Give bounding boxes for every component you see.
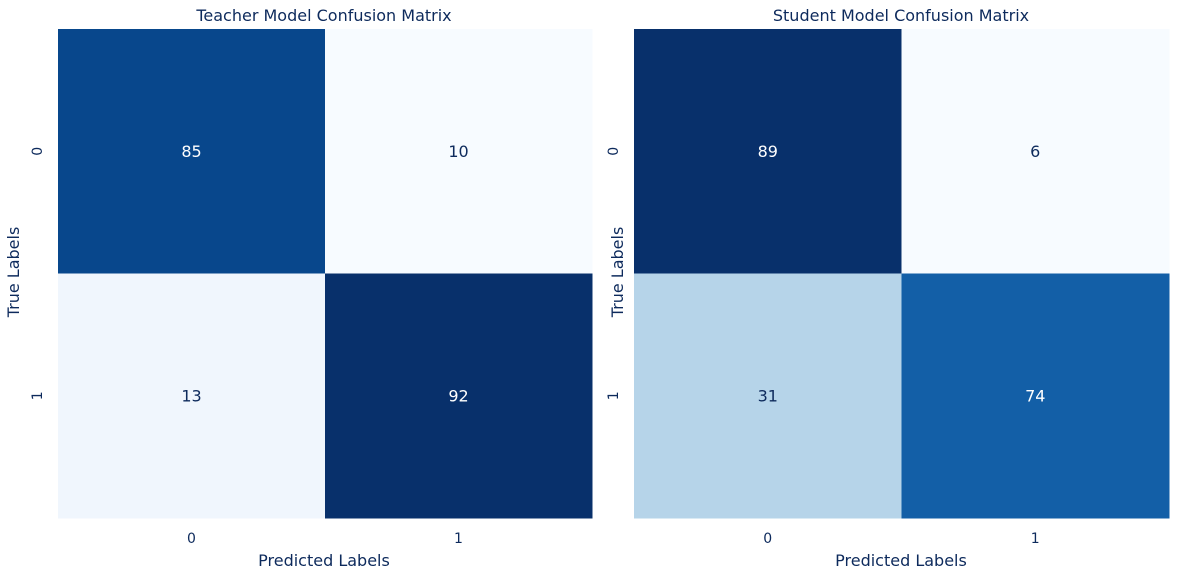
student-cell-0-0 (634, 29, 902, 274)
student-y-axis-label: True Labels (608, 227, 627, 319)
student-cell-value-1-1: 74 (1025, 386, 1045, 405)
student-cell-1-0 (634, 273, 902, 519)
student-heatmap-panel: Student Model Confusion Matrix 89 6 31 74 P… (606, 6, 1170, 570)
teacher-x-axis-label: Predicted Labels (258, 551, 390, 570)
teacher-y-tick-label: 1 (30, 391, 46, 400)
student-x-tick-label: 1 (1031, 531, 1040, 547)
student-y-tick-label: 0 (606, 147, 622, 156)
teacher-chart-title: Teacher Model Confusion Matrix (195, 6, 451, 25)
student-cell-value-0-1: 6 (1030, 142, 1040, 161)
student-heatmap-cells: 89 6 31 74 (634, 29, 1170, 519)
teacher-cell-1-0 (58, 273, 326, 519)
student-cell-0-1 (901, 29, 1170, 274)
student-x-tick-label: 0 (763, 531, 772, 547)
teacher-cell-value-0-1: 10 (448, 142, 468, 161)
teacher-cell-1-1 (325, 273, 593, 519)
teacher-cell-0-1 (325, 29, 593, 274)
student-cell-value-1-0: 31 (758, 386, 778, 405)
student-chart-title: Student Model Confusion Matrix (773, 6, 1029, 25)
student-x-axis-label: Predicted Labels (835, 551, 967, 570)
teacher-cell-value-1-0: 13 (181, 386, 201, 405)
teacher-x-tick-label: 1 (454, 531, 463, 547)
teacher-cell-value-0-0: 85 (181, 142, 201, 161)
student-cell-value-0-0: 89 (758, 142, 778, 161)
teacher-heatmap-cells: 85 10 13 92 (58, 29, 593, 519)
teacher-cell-0-0 (58, 29, 326, 274)
teacher-cell-value-1-1: 92 (448, 386, 468, 405)
teacher-x-tick-label: 0 (187, 531, 196, 547)
teacher-y-tick-label: 0 (30, 147, 46, 156)
student-cell-1-1 (901, 273, 1170, 519)
teacher-y-axis-label: True Labels (4, 227, 23, 319)
student-y-tick-label: 1 (606, 391, 622, 400)
